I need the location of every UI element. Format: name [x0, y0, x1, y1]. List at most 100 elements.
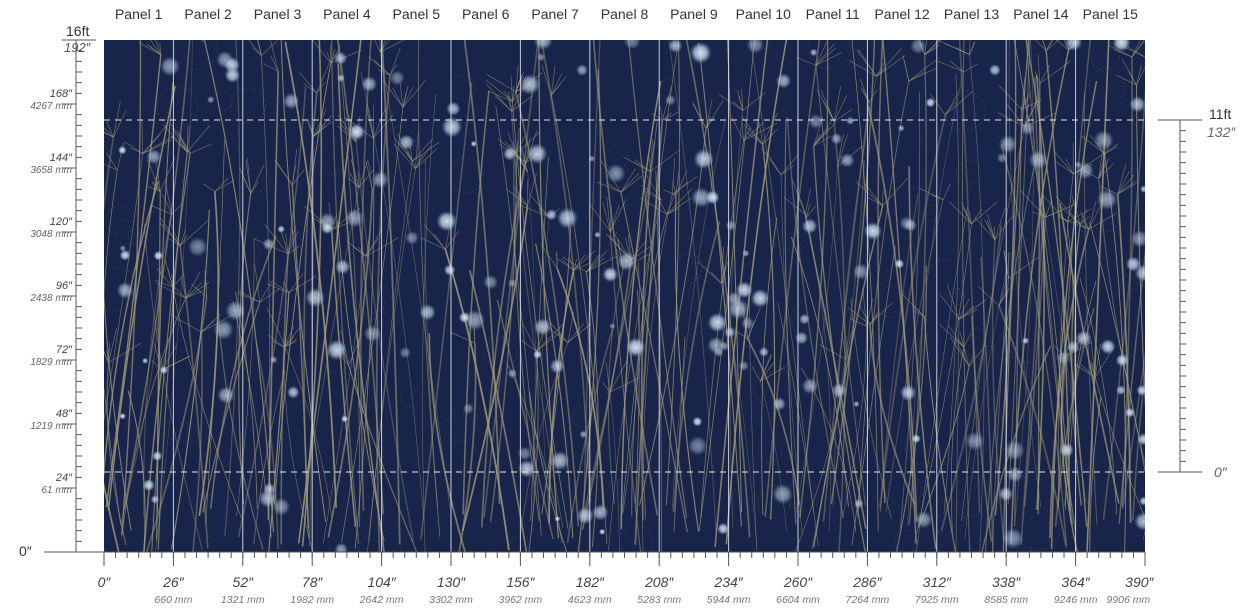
umbel-head [269, 312, 286, 329]
plant-stem [337, 63, 385, 552]
plant-sprig [185, 290, 204, 299]
plant-sprig [303, 82, 318, 94]
bottom-tick-mm: 1321 mm [220, 594, 265, 606]
plant-sprig [1136, 64, 1143, 86]
plant-stem [198, 191, 220, 517]
plant-stem [761, 216, 778, 515]
flower-bloom [537, 53, 546, 62]
flower-bloom [116, 281, 134, 299]
plant-sprig [940, 294, 960, 320]
plant-sprig [1091, 361, 1096, 378]
plant-sprig [1088, 213, 1117, 230]
plant-sprig [264, 224, 289, 255]
flower-bloom [719, 341, 730, 351]
plant-sprig [108, 328, 117, 363]
bottom-tick-mm: 9906 mm [1106, 594, 1151, 606]
umbel-head [1112, 465, 1145, 504]
plant-sprig [368, 161, 373, 191]
umbel-head [608, 228, 646, 267]
left-tick-mm: 2438 mm [30, 293, 72, 304]
plant-sprig [181, 276, 187, 299]
plant-sprig [620, 175, 643, 193]
plant-stem [984, 151, 1039, 552]
plant-stem [1086, 40, 1110, 552]
plant-stem [204, 41, 274, 533]
bottom-tick-inches: 0″ [97, 574, 111, 590]
plant-sprig [104, 351, 109, 363]
plant-sprig [759, 361, 775, 382]
flower-bloom [909, 40, 927, 55]
plant-stem [877, 40, 886, 504]
plant-sprig [519, 148, 529, 172]
bottom-tick-mm: 9246 mm [1053, 594, 1098, 606]
panel-label: Panel 15 [1082, 6, 1138, 22]
flower-bloom [668, 40, 683, 53]
plant-stem [879, 114, 947, 509]
plant-sprig [550, 73, 563, 96]
plant-stem [1007, 40, 1031, 505]
plant-sprig [179, 229, 186, 246]
plant-sprig [697, 261, 722, 284]
flower-bloom [277, 225, 286, 234]
plant-sprig [1079, 208, 1088, 225]
umbel-head [1110, 350, 1137, 377]
plant-sprig [602, 202, 611, 232]
plant-sprig [1117, 174, 1135, 195]
plant-stem [971, 315, 993, 542]
bottom-tick-mm: 8585 mm [984, 594, 1029, 606]
plant-stem [209, 235, 277, 509]
flower-bloom [911, 433, 921, 444]
plant-stem [916, 206, 968, 552]
flower-bloom [853, 401, 860, 408]
bottom-tick-mm: 1982 mm [290, 594, 335, 606]
plant-sprig [204, 40, 206, 42]
plant-stem [639, 128, 707, 506]
umbel-head [929, 499, 965, 535]
plant-sprig [673, 19, 679, 40]
left-scale-zero: 0″ [19, 543, 32, 559]
flower-bloom [775, 73, 792, 89]
plant-sprig [816, 89, 835, 122]
plant-sprig [780, 154, 799, 175]
flower-bloom [507, 368, 518, 379]
plant-stem [480, 162, 527, 528]
plant-stem [759, 381, 787, 532]
plant-sprig [561, 258, 574, 271]
umbel-head [487, 517, 526, 552]
flower-bloom [1021, 337, 1030, 345]
plant-stem [253, 370, 286, 545]
plant-sprig [833, 95, 848, 122]
plant-sprig [1002, 0, 1020, 6]
flower-bloom [1076, 161, 1095, 180]
plant-sprig [1066, 208, 1092, 223]
bottom-tick-mm: 5944 mm [706, 594, 751, 606]
flower-bloom [517, 459, 536, 478]
umbel-head [207, 261, 229, 283]
panel-label: Panel 4 [323, 6, 371, 22]
umbel-head [753, 366, 796, 409]
flower-bloom [925, 97, 936, 108]
umbel-head [450, 75, 476, 101]
right-scale-zero: 0″ [1214, 464, 1227, 480]
umbel-head [448, 157, 484, 193]
plant-sprig [585, 257, 605, 273]
plant-stem [121, 40, 142, 535]
plant-sprig [377, 69, 391, 76]
plant-sprig [374, 40, 381, 53]
plant-sprig [519, 338, 537, 352]
plant-sprig [849, 60, 877, 77]
bottom-tick-inches: 104″ [367, 574, 396, 590]
plant-sprig [609, 204, 620, 232]
umbel-head [858, 45, 883, 71]
plant-sprig [203, 183, 215, 192]
flower-bloom [742, 249, 750, 257]
umbel-head [571, 404, 595, 428]
plant-stem [581, 180, 650, 523]
plant-sprig [291, 165, 296, 186]
flower-bloom [687, 435, 708, 456]
plant-sprig [761, 148, 782, 175]
plant-sprig [402, 85, 409, 108]
plant-sprig [944, 43, 970, 55]
umbel-head [807, 40, 851, 69]
plant-sprig [672, 181, 677, 196]
